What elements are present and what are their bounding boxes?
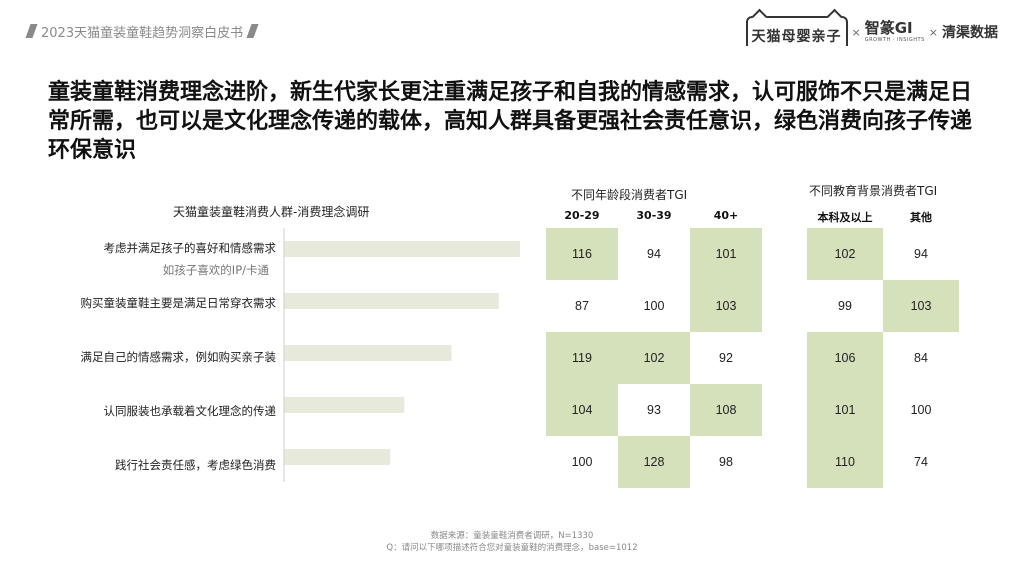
edu-tgi-value: 103 — [911, 299, 932, 313]
bar — [284, 449, 391, 465]
edu-tgi-value: 102 — [835, 247, 856, 261]
age-tgi-highlight-cell — [546, 384, 618, 436]
page-headline: 童装童鞋消费理念进阶，新生代家长更注重满足孩子和自我的情感需求，认可服饰不只是满… — [48, 80, 973, 163]
category-label: 购买童装童鞋主要是满足日常穿衣需求 — [80, 296, 277, 310]
age-tgi-value: 104 — [572, 403, 593, 417]
report-tag: 2023天猫童装童鞋趋势洞察白皮书 — [25, 20, 259, 42]
age-tgi-highlight-cell — [546, 332, 618, 384]
report-title: 2023天猫童装童鞋趋势洞察白皮书 — [41, 25, 244, 41]
category-note: 如孩子喜欢的IP/卡通 — [162, 263, 269, 277]
edu-tgi-highlight-cell — [807, 228, 883, 280]
age-tgi-value: 103 — [716, 299, 737, 313]
age-col-header: 40+ — [713, 209, 739, 222]
age-tgi-value: 92 — [719, 351, 733, 365]
age-tgi-highlight-cell — [618, 332, 690, 384]
age-tgi-highlight-cell — [546, 228, 618, 280]
age-tgi-value: 87 — [575, 299, 589, 313]
category-label: 认同服装也承载着文化理念的传递 — [103, 404, 277, 418]
data-source-note: 数据来源：童装童鞋消费者调研，N=1330 — [430, 531, 594, 541]
category-label: 践行社会责任感，考虑绿色消费 — [115, 458, 276, 472]
qingqu-logo: 清渠数据 — [942, 25, 998, 41]
logo-separator: × — [928, 25, 938, 39]
edu-col-header: 其他 — [910, 211, 932, 224]
age-tgi-highlight-cell — [690, 228, 762, 280]
bar — [284, 293, 499, 309]
age-tgi-value: 101 — [716, 247, 737, 261]
age-tgi-value: 128 — [644, 455, 665, 469]
age-tgi-value: 116 — [572, 247, 592, 261]
edu-tgi-value: 84 — [914, 351, 928, 365]
edu-tgi-highlight-cell — [807, 384, 883, 436]
logo-separator: × — [851, 25, 861, 39]
age-tgi-value: 119 — [572, 351, 592, 365]
edu-tgi-value: 100 — [911, 403, 932, 417]
bar — [284, 397, 405, 413]
age-tgi-value: 93 — [647, 403, 661, 417]
age-col-header: 20-29 — [564, 209, 600, 222]
bar-chart-title: 天猫童装童鞋消费人群-消费理念调研 — [173, 205, 370, 219]
tmall-cat-icon — [745, 16, 848, 46]
age-tgi-value: 98 — [719, 455, 733, 469]
edu-col-header: 本科及以上 — [817, 211, 873, 224]
category-label: 考虑并满足孩子的喜好和情感需求 — [103, 241, 277, 255]
age-tgi-title: 不同年龄段消费者TGI — [571, 188, 688, 202]
bar — [284, 345, 452, 361]
age-tgi-highlight-cell — [690, 384, 762, 436]
edu-tgi-value: 101 — [835, 403, 856, 417]
age-tgi-value: 94 — [647, 247, 661, 261]
edu-tgi-highlight-cell — [807, 436, 883, 488]
edu-tgi-value: 106 — [835, 351, 856, 365]
age-tgi-value: 108 — [716, 403, 737, 417]
edu-tgi-highlight-cell — [807, 332, 883, 384]
partner-logos: 天猫母婴亲子 × 智篆GI GROWTH · INSIGHTS × 清渠数据 — [745, 14, 998, 50]
age-tgi-highlight-cell — [618, 436, 690, 488]
gi-logo: 智篆GI GROWTH · INSIGHTS — [864, 19, 925, 43]
edu-tgi-title: 不同教育背景消费者TGI — [809, 184, 938, 198]
age-tgi-value: 100 — [572, 455, 593, 469]
edu-tgi-value: 110 — [835, 455, 855, 469]
category-label: 满足自己的情感需求，例如购买亲子装 — [80, 350, 277, 364]
age-tgi-highlight-cell — [690, 280, 762, 332]
age-col-header: 30-39 — [636, 209, 672, 222]
bar — [284, 241, 520, 257]
edu-tgi-value: 99 — [838, 299, 852, 313]
tmall-baby-logo: 天猫母婴亲子 — [745, 16, 848, 48]
question-note: Q：请问以下哪项描述符合您对童装童鞋的消费理念，base=1012 — [386, 543, 638, 553]
edu-tgi-value: 94 — [914, 247, 928, 261]
edu-tgi-value: 74 — [914, 455, 928, 469]
age-tgi-value: 102 — [644, 351, 665, 365]
edu-tgi-highlight-cell — [883, 280, 959, 332]
age-tgi-value: 100 — [644, 299, 665, 313]
